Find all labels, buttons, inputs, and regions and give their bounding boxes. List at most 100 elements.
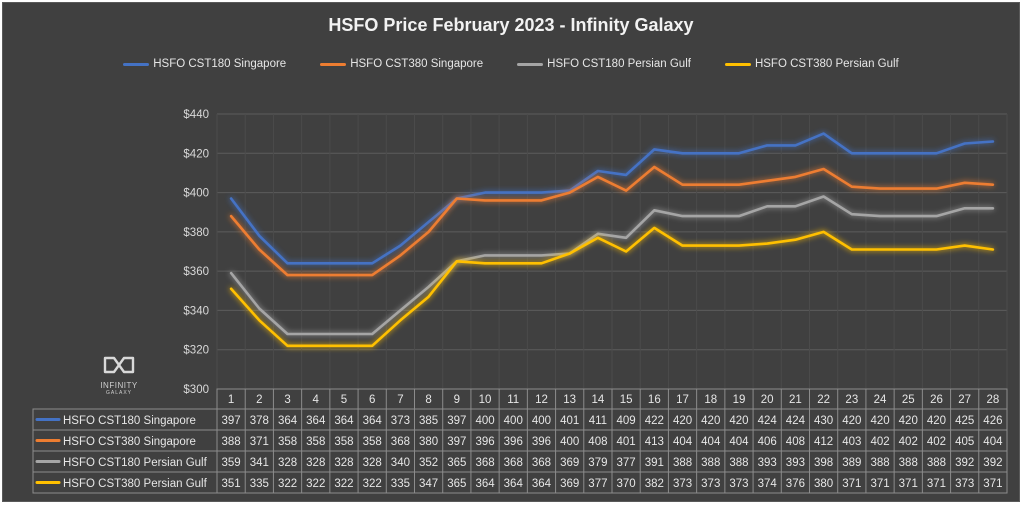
x-tick-label: 22 xyxy=(817,394,830,406)
table-cell-value: 364 xyxy=(504,478,524,490)
table-cell-value: 409 xyxy=(617,415,636,427)
table-cell-value: 364 xyxy=(306,415,326,427)
table-cell-value: 400 xyxy=(532,415,551,427)
table-row-label: HSFO CST180 Persian Gulf xyxy=(63,457,208,469)
table-cell-value: 376 xyxy=(786,478,805,490)
series-line xyxy=(229,195,995,336)
table-cell-value: 359 xyxy=(222,457,241,469)
x-tick-label: 19 xyxy=(733,394,746,406)
table-cell-value: 364 xyxy=(363,415,383,427)
table-cell-value: 403 xyxy=(842,436,861,448)
y-tick-label: $380 xyxy=(183,227,209,239)
table-cell-value: 408 xyxy=(786,436,805,448)
table-cell-value: 347 xyxy=(419,478,438,490)
table-cell-value: 397 xyxy=(447,415,466,427)
table-cell-value: 422 xyxy=(645,415,664,427)
legend-label: HSFO CST380 Singapore xyxy=(350,58,484,70)
series-line xyxy=(229,165,995,277)
table-cell-value: 377 xyxy=(588,478,607,490)
table-cell-value: 404 xyxy=(673,436,693,448)
table-cell-value: 400 xyxy=(504,415,523,427)
table-cell-value: 404 xyxy=(701,436,721,448)
table-cell-value: 368 xyxy=(532,457,551,469)
table-cell-value: 388 xyxy=(673,457,692,469)
x-tick-label: 21 xyxy=(789,394,802,406)
table-cell-value: 371 xyxy=(842,478,861,490)
table-row-label: HSFO CST380 Singapore xyxy=(63,436,196,448)
table-cell-value: 371 xyxy=(983,478,1002,490)
x-tick-label: 18 xyxy=(704,394,717,406)
y-tick-label: $440 xyxy=(183,109,209,121)
table-cell-value: 396 xyxy=(504,436,523,448)
table-row-label: HSFO CST380 Persian Gulf xyxy=(63,478,208,490)
x-tick-label: 3 xyxy=(284,394,290,406)
table-cell-value: 379 xyxy=(588,457,607,469)
table-cell-value: 425 xyxy=(955,415,974,427)
table-cell-value: 378 xyxy=(250,415,269,427)
table-cell-value: 402 xyxy=(927,436,946,448)
table-cell-value: 370 xyxy=(617,478,636,490)
table-cell-value: 420 xyxy=(842,415,861,427)
table-cell-value: 368 xyxy=(504,457,523,469)
table-cell-value: 364 xyxy=(475,478,495,490)
legend-label: HSFO CST180 Singapore xyxy=(153,58,287,70)
table-cell-value: 371 xyxy=(899,478,918,490)
table-cell-value: 400 xyxy=(560,436,579,448)
table-cell-value: 420 xyxy=(927,415,946,427)
x-tick-label: 25 xyxy=(902,394,915,406)
table-cell-value: 373 xyxy=(391,415,410,427)
table-cell-value: 411 xyxy=(589,415,607,427)
table-cell-value: 401 xyxy=(560,415,579,427)
table-cell-value: 322 xyxy=(306,478,325,490)
table-cell-value: 365 xyxy=(447,457,466,469)
table-cell-value: 396 xyxy=(532,436,551,448)
table-cell-value: 365 xyxy=(447,478,466,490)
x-tick-label: 15 xyxy=(620,394,633,406)
x-tick-label: 2 xyxy=(256,394,262,406)
y-tick-label: $360 xyxy=(183,266,209,278)
y-tick-label: $300 xyxy=(183,384,209,396)
table-cell-value: 389 xyxy=(842,457,861,469)
table-cell-value: 408 xyxy=(588,436,607,448)
y-tick-label: $340 xyxy=(183,305,209,317)
legend-item: HSFO CST380 Singapore xyxy=(320,58,483,70)
x-tick-label: 27 xyxy=(958,394,971,406)
legend-item: HSFO CST380 Persian Gulf xyxy=(724,58,899,70)
legend-swatch xyxy=(123,62,150,66)
table-cell-value: 385 xyxy=(419,415,438,427)
x-tick-label: 11 xyxy=(507,394,519,406)
table-cell-value: 364 xyxy=(532,478,552,490)
table-cell-value: 377 xyxy=(617,457,636,469)
x-tick-label: 1 xyxy=(228,394,234,406)
table-cell-value: 374 xyxy=(758,478,778,490)
table-cell-value: 393 xyxy=(786,457,805,469)
x-tick-label: 13 xyxy=(563,394,576,406)
series-line xyxy=(229,226,995,348)
table-row xyxy=(32,471,1008,494)
table-cell-value: 369 xyxy=(560,478,579,490)
table-cell-value: 369 xyxy=(560,457,579,469)
x-tick-label: 16 xyxy=(648,394,661,406)
table-cell-value: 358 xyxy=(334,436,353,448)
table-cell-value: 420 xyxy=(701,415,720,427)
x-tick-label: 5 xyxy=(341,394,347,406)
table-cell-value: 388 xyxy=(701,457,720,469)
table-cell-value: 397 xyxy=(222,415,241,427)
legend-label: HSFO CST180 Persian Gulf xyxy=(547,58,691,70)
table-cell-value: 335 xyxy=(391,478,410,490)
x-tick-label: 4 xyxy=(313,394,320,406)
x-tick-label: 14 xyxy=(591,394,604,406)
table-cell-value: 420 xyxy=(729,415,748,427)
x-tick-label: 8 xyxy=(425,394,431,406)
table-cell-value: 388 xyxy=(222,436,241,448)
table-cell-value: 424 xyxy=(786,415,806,427)
table-cell-value: 322 xyxy=(278,478,297,490)
table-cell-value: 371 xyxy=(250,436,269,448)
table-cell-value: 413 xyxy=(645,436,664,448)
y-tick-label: $420 xyxy=(183,148,209,160)
table-cell-value: 426 xyxy=(983,415,1002,427)
x-tick-label: 20 xyxy=(761,394,774,406)
table-cell-value: 392 xyxy=(955,457,974,469)
